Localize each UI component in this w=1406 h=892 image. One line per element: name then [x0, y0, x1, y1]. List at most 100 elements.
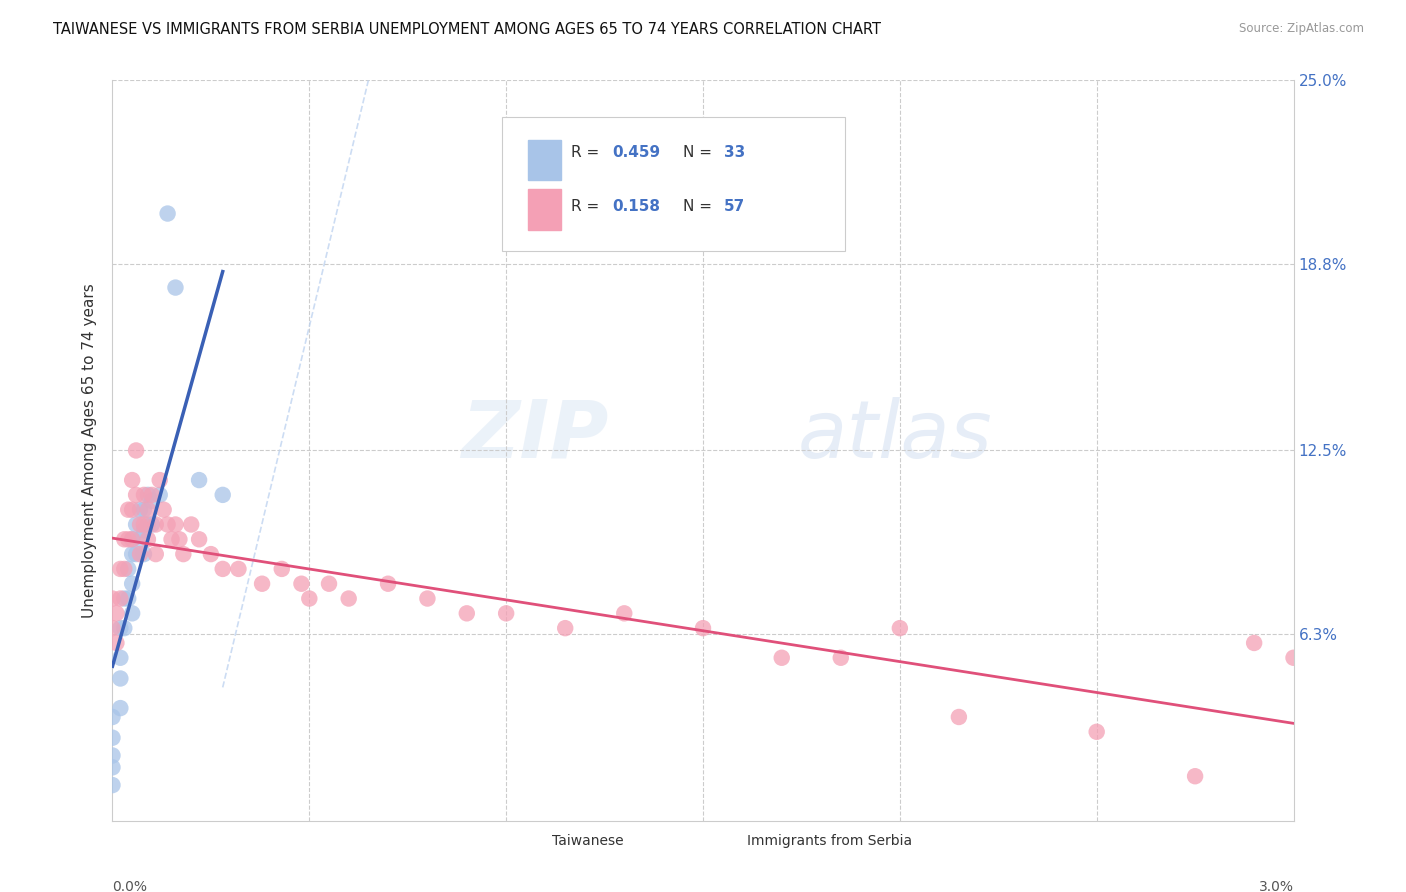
Text: Immigrants from Serbia: Immigrants from Serbia [747, 834, 912, 847]
Point [121, 533, 143, 547]
Text: ZIP: ZIP [461, 397, 609, 475]
Point [136, 502, 159, 516]
Text: 0.0%: 0.0% [112, 880, 148, 892]
Text: 33: 33 [724, 145, 745, 161]
Point [110, 591, 132, 606]
Point [110, 621, 132, 635]
Point [211, 488, 233, 502]
Point [125, 443, 148, 458]
Point [1085, 724, 1108, 739]
Text: TAIWANESE VS IMMIGRANTS FROM SERBIA UNEMPLOYMENT AMONG AGES 65 TO 74 YEARS CORRE: TAIWANESE VS IMMIGRANTS FROM SERBIA UNEM… [53, 22, 882, 37]
Point [1282, 650, 1305, 665]
Point [165, 517, 187, 532]
Point [290, 576, 312, 591]
Text: N =: N = [683, 145, 717, 161]
Point [770, 650, 793, 665]
Point [172, 547, 194, 561]
Point [200, 547, 222, 561]
Point [136, 517, 159, 532]
Y-axis label: Unemployment Among Ages 65 to 74 years: Unemployment Among Ages 65 to 74 years [82, 283, 97, 618]
Point [145, 547, 167, 561]
Bar [515, 824, 544, 855]
Point [554, 621, 576, 635]
Point [101, 778, 124, 792]
Point [250, 576, 273, 591]
Point [117, 533, 139, 547]
Point [121, 547, 143, 561]
Point [456, 607, 478, 621]
Text: 57: 57 [724, 199, 745, 214]
Point [141, 517, 163, 532]
Point [121, 533, 143, 547]
Point [149, 473, 172, 487]
Point [112, 562, 135, 576]
Point [141, 488, 163, 502]
Point [152, 502, 174, 516]
Point [132, 488, 155, 502]
Point [129, 502, 152, 516]
Point [112, 591, 135, 606]
Point [121, 473, 143, 487]
Point [188, 473, 211, 487]
Point [121, 502, 143, 516]
Point [121, 576, 143, 591]
Text: N =: N = [683, 199, 717, 214]
Text: R =: R = [571, 145, 603, 161]
Point [132, 517, 155, 532]
Point [129, 547, 152, 561]
Point [337, 591, 360, 606]
Point [169, 533, 191, 547]
Point [136, 533, 159, 547]
Point [112, 621, 135, 635]
Point [101, 621, 124, 635]
Bar [529, 189, 561, 230]
Point [125, 547, 148, 561]
Point [1184, 769, 1206, 783]
Point [889, 621, 911, 635]
Point [110, 672, 132, 686]
Point [105, 636, 128, 650]
Point [188, 533, 211, 547]
Point [270, 562, 292, 576]
Text: R =: R = [571, 199, 603, 214]
Point [156, 517, 179, 532]
Point [101, 760, 124, 774]
Point [149, 488, 172, 502]
Point [692, 621, 714, 635]
Point [117, 502, 139, 516]
Text: 0.158: 0.158 [612, 199, 659, 214]
Point [377, 576, 399, 591]
Point [211, 562, 233, 576]
Bar [709, 824, 738, 855]
Point [101, 748, 124, 763]
Point [298, 591, 321, 606]
Text: Source: ZipAtlas.com: Source: ZipAtlas.com [1239, 22, 1364, 36]
Point [101, 710, 124, 724]
Point [830, 650, 852, 665]
Point [101, 731, 124, 745]
Point [105, 607, 128, 621]
Point [129, 517, 152, 532]
Point [141, 493, 163, 508]
Point [101, 591, 124, 606]
Text: 3.0%: 3.0% [1258, 880, 1294, 892]
Point [129, 533, 152, 547]
Point [495, 607, 517, 621]
Point [165, 280, 187, 294]
Point [228, 562, 250, 576]
Point [132, 524, 155, 538]
Point [180, 517, 202, 532]
Point [416, 591, 439, 606]
Point [117, 562, 139, 576]
Point [613, 607, 636, 621]
Text: atlas: atlas [797, 397, 993, 475]
Point [110, 650, 132, 665]
Point [112, 533, 135, 547]
Point [156, 206, 179, 220]
Point [125, 488, 148, 502]
Point [132, 547, 155, 561]
Point [136, 488, 159, 502]
Point [318, 576, 340, 591]
Text: 0.459: 0.459 [612, 145, 661, 161]
Point [117, 591, 139, 606]
